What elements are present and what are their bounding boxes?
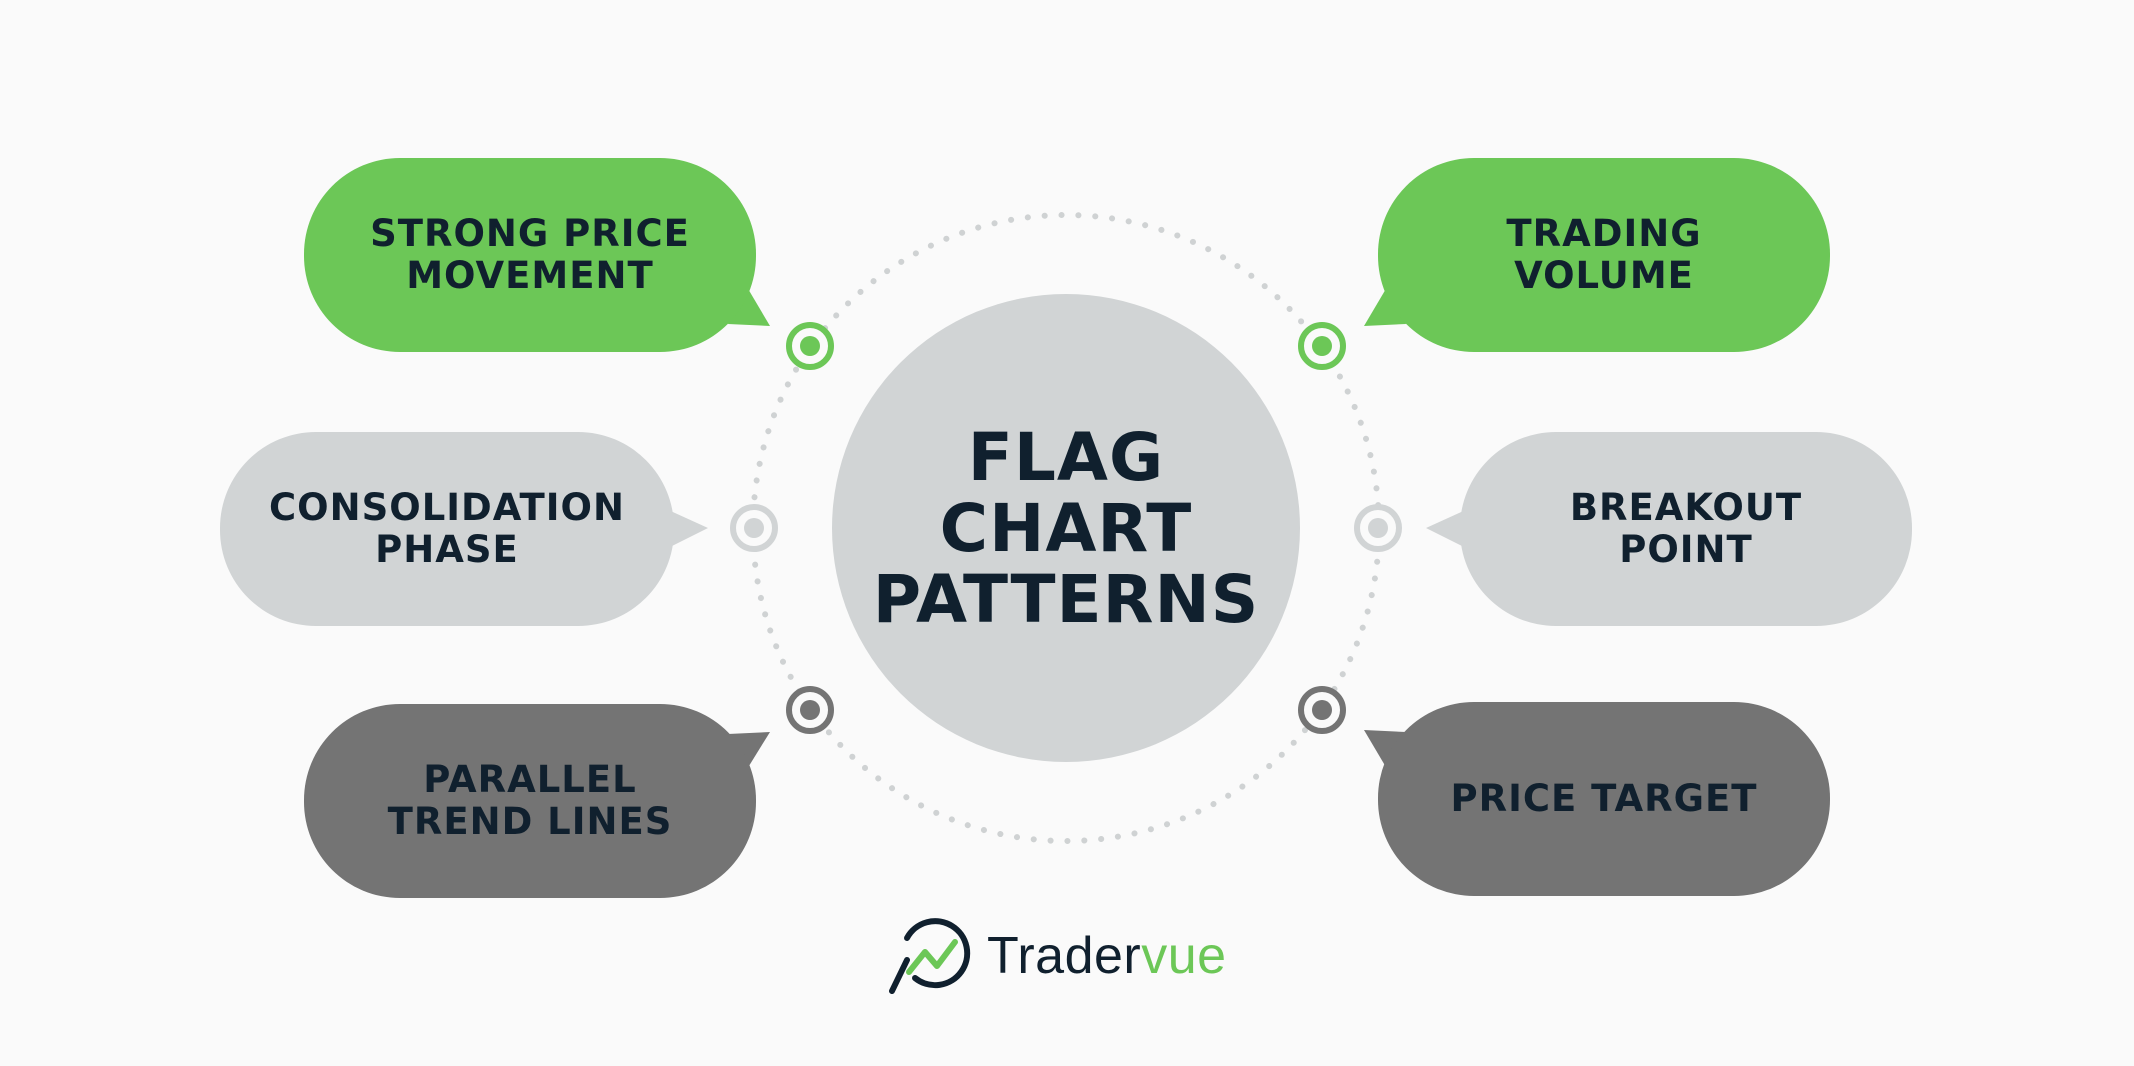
center-title: FLAG CHART PATTERNS [872,418,1260,638]
connector-dot-top-left [786,322,834,370]
tail-top-right [1364,282,1406,326]
tail-mid-right [1426,508,1470,550]
bubble-trading-volume: TRADING VOLUME [1378,158,1830,352]
brand-name-part1: Trader [987,927,1142,985]
brand-name-part2: vue [1141,927,1227,985]
tail-mid-left [664,508,708,550]
bubble-label: STRONG PRICE MOVEMENT [370,212,690,297]
bubble-label: TRADING VOLUME [1506,212,1702,297]
connector-dot-bottom-right [1298,686,1346,734]
bubble-label: CONSOLIDATION PHASE [269,486,625,571]
bubble-price-target: PRICE TARGET [1378,702,1830,896]
connector-dot-mid-left [730,504,778,552]
bubble-strong-price-movement: STRONG PRICE MOVEMENT [304,158,756,352]
tail-top-left [728,282,770,326]
connector-dot-bottom-left [786,686,834,734]
magnifier-chart-logo-icon [889,918,971,994]
tradervue-logo: Tradervue [887,916,1247,998]
bubble-consolidation-phase: CONSOLIDATION PHASE [220,432,674,626]
bubble-parallel-trend-lines: PARALLEL TREND LINES [304,704,756,898]
connector-dot-top-right [1298,322,1346,370]
bubble-label: BREAKOUT POINT [1569,486,1803,571]
bubble-breakout-point: BREAKOUT POINT [1460,432,1912,626]
bubble-label: PRICE TARGET [1450,777,1758,820]
connector-dot-mid-right [1354,504,1402,552]
tail-bottom-left [728,732,770,774]
center-circle: FLAG CHART PATTERNS [832,294,1300,762]
bubble-label: PARALLEL TREND LINES [387,758,673,843]
brand-name: Tradervue [987,926,1227,986]
